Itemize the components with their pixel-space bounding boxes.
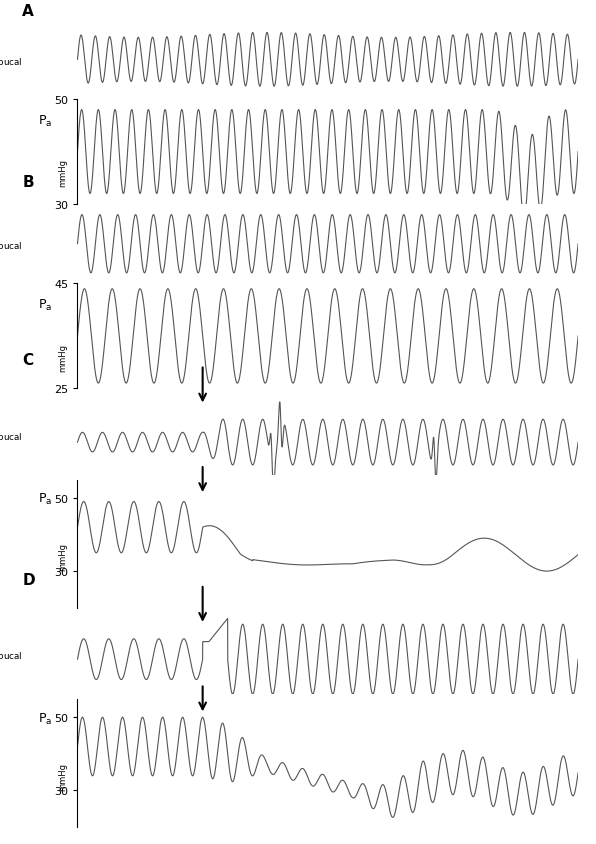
Text: $\mathregular{P_{bucal}}$: $\mathregular{P_{bucal}}$: [0, 427, 23, 442]
Text: 10s: 10s: [465, 739, 485, 749]
Text: $\mathregular{P_a}$: $\mathregular{P_a}$: [38, 298, 52, 312]
Text: 10s: 10s: [465, 317, 485, 327]
Text: D: D: [23, 572, 35, 587]
Text: $\mathregular{P_{bucal}}$: $\mathregular{P_{bucal}}$: [0, 52, 23, 68]
Text: mmHg: mmHg: [58, 762, 67, 790]
Text: $\mathregular{P_{bucal}}$: $\mathregular{P_{bucal}}$: [0, 237, 23, 252]
Text: mmHg: mmHg: [58, 160, 67, 187]
Text: A: A: [23, 4, 34, 19]
Text: 10s: 10s: [465, 133, 485, 143]
Text: mmHg: mmHg: [58, 344, 67, 371]
Text: $\mathregular{P_a}$: $\mathregular{P_a}$: [38, 113, 52, 128]
Text: $\mathregular{P_a}$: $\mathregular{P_a}$: [38, 711, 52, 726]
Text: mmHg: mmHg: [58, 543, 67, 571]
Text: $\mathregular{P_a}$: $\mathregular{P_a}$: [38, 492, 52, 506]
Text: 10s: 10s: [465, 520, 485, 530]
Text: C: C: [23, 353, 33, 368]
Text: $\mathregular{P_{bucal}}$: $\mathregular{P_{bucal}}$: [0, 646, 23, 661]
Text: B: B: [23, 175, 34, 190]
